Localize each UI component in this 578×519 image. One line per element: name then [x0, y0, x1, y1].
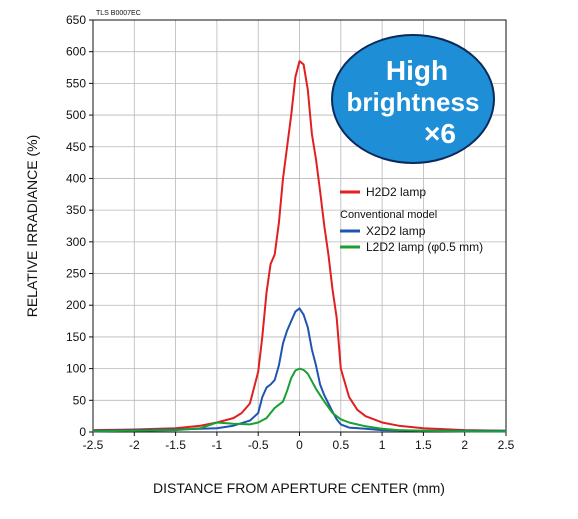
y-tick-label: 650 — [66, 13, 86, 27]
y-tick-label: 100 — [66, 362, 86, 376]
code-label: TLS B0007EC — [96, 10, 141, 17]
x-tick-label: 2 — [461, 438, 468, 452]
x-tick-label: 1 — [379, 438, 386, 452]
x-tick-label: -2.5 — [83, 438, 104, 452]
y-tick-label: 450 — [66, 140, 86, 154]
legend: H2D2 lamp Conventional model X2D2 lamp L… — [340, 185, 483, 254]
brightness-badge: High brightness ×6 — [331, 34, 495, 164]
series-line-1 — [92, 307, 506, 432]
x-axis: -2.5 -2 -1.5 -1 -0.5 0 0.5 1 1.5 2 2.5 — [83, 432, 515, 452]
series-layer — [92, 60, 507, 433]
badge-line-1: High — [386, 55, 448, 86]
y-tick-label: 250 — [66, 267, 86, 281]
y-axis: 0 50 100 150 200 250 300 350 400 450 500 550 600 650 — [66, 13, 93, 439]
y-axis-title: RELATIVE IRRADIANCE (%) — [24, 135, 40, 318]
x-axis-title: DISTANCE FROM APERTURE CENTER (mm) — [153, 480, 445, 496]
legend-subheading: Conventional model — [340, 209, 437, 221]
y-tick-label: 150 — [66, 330, 86, 344]
badge-line-2: brightness — [347, 87, 480, 117]
badge-ellipse — [331, 34, 495, 164]
y-tick-label: 550 — [66, 76, 86, 90]
y-tick-label: 400 — [66, 171, 86, 185]
x-tick-label: 0 — [296, 438, 303, 452]
x-tick-label: -0.5 — [248, 438, 269, 452]
y-tick-label: 50 — [73, 393, 87, 407]
x-tick-label: 2.5 — [498, 438, 515, 452]
series-line-2 — [92, 367, 506, 433]
y-tick-label: 600 — [66, 45, 86, 59]
y-tick-label: 0 — [79, 425, 86, 439]
x-tick-label: -1.5 — [165, 438, 186, 452]
legend-label-x2d2: X2D2 lamp — [366, 224, 426, 238]
y-tick-label: 200 — [66, 298, 86, 312]
y-tick-label: 500 — [66, 108, 86, 122]
y-tick-label: 350 — [66, 203, 86, 217]
x-tick-label: -1 — [212, 438, 223, 452]
x-tick-label: 0.5 — [332, 438, 349, 452]
legend-label-l2d2: L2D2 lamp (φ0.5 mm) — [366, 240, 483, 254]
y-tick-label: 300 — [66, 235, 86, 249]
series-line-0 — [92, 60, 507, 432]
legend-label-h2d2: H2D2 lamp — [366, 185, 426, 199]
badge-line-3: ×6 — [424, 118, 456, 149]
x-tick-label: -2 — [129, 438, 140, 452]
x-tick-label: 1.5 — [415, 438, 432, 452]
